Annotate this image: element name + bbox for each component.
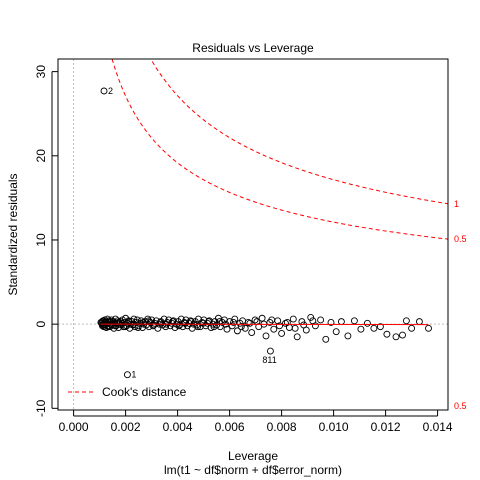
x-tick-label: 0.002	[111, 420, 141, 434]
outlier-point-2	[100, 87, 108, 95]
x-tick-label: 0.000	[59, 420, 89, 434]
y-tick-label: -10	[34, 399, 48, 417]
cooks-label-0.5: 0.5	[454, 234, 467, 244]
axes: 0.000 0.002 0.004 0.006 0.008 0.010 0.012 0.014…	[34, 65, 453, 434]
cooks-distance-curves: 1 0.5 0.5	[111, 59, 467, 411]
y-tick-label: 0	[34, 320, 48, 327]
data-point	[350, 317, 358, 325]
data-point	[293, 333, 301, 341]
data-point	[210, 323, 218, 331]
data-point	[223, 325, 231, 333]
plot-border	[57, 58, 449, 411]
data-point	[402, 317, 410, 325]
x-tick-label: 0.012	[371, 420, 401, 434]
data-point	[309, 317, 317, 325]
x-tick-label: 0.006	[215, 420, 245, 434]
data-point	[253, 318, 261, 326]
data-point	[228, 322, 236, 330]
x-tick-label: 0.010	[319, 420, 349, 434]
data-point	[332, 328, 340, 336]
data-point	[233, 327, 241, 335]
data-point	[283, 319, 291, 326]
x-axis-label: Leverage	[228, 449, 278, 463]
data-point	[270, 325, 278, 333]
data-point	[248, 329, 256, 337]
data-point	[121, 323, 129, 331]
data-point	[357, 325, 365, 333]
data-point	[276, 322, 283, 330]
data-point	[241, 324, 249, 332]
cooks-label-1: 1	[454, 199, 459, 209]
x-tick-label: 0.004	[163, 420, 193, 434]
legend: Cook's distance	[68, 385, 187, 399]
y-axis-label: Standardized residuals	[6, 173, 20, 295]
legend-entry-cooks-distance: Cook's distance	[102, 385, 187, 399]
y-tick-label: 10	[34, 233, 48, 247]
data-point	[251, 316, 259, 324]
cooks-curve-0.5	[111, 59, 448, 240]
data-point	[392, 333, 400, 341]
data-point	[156, 319, 164, 326]
chart-text: Residuals vs Leverage Leverage lm(t1 ~ d…	[6, 41, 342, 477]
data-point	[300, 321, 308, 329]
data-point	[231, 315, 239, 323]
data-point	[408, 324, 416, 332]
plot-frame	[57, 58, 449, 411]
data-point	[307, 313, 315, 321]
outlier-label-1: 1	[131, 370, 136, 380]
data-point	[262, 332, 270, 340]
data-point	[363, 319, 371, 327]
reference-lines	[58, 59, 448, 410]
data-point	[370, 324, 378, 332]
data-point	[344, 332, 352, 340]
outlier-label-2: 2	[108, 86, 113, 96]
chart-title: Residuals vs Leverage	[192, 41, 314, 55]
data-point	[194, 323, 202, 331]
data-point	[102, 319, 110, 326]
data-point	[425, 324, 432, 332]
data-point	[268, 316, 276, 324]
data-point	[175, 322, 183, 330]
data-point	[383, 330, 391, 338]
outlier-point-1	[123, 371, 131, 379]
data-point	[120, 323, 127, 331]
data-point	[181, 319, 189, 327]
data-point	[244, 319, 252, 326]
outlier-point-811	[266, 347, 274, 355]
data-point	[246, 319, 254, 327]
data-point	[289, 315, 297, 323]
data-point	[322, 335, 330, 343]
data-point	[114, 319, 122, 326]
data-point	[399, 331, 406, 339]
model-formula-subtitle: lm(t1 ~ df$norm + df$error_norm)	[164, 463, 342, 477]
data-point	[150, 321, 158, 329]
data-point	[327, 319, 335, 326]
data-point	[317, 316, 325, 324]
y-tick-label: 30	[34, 65, 48, 79]
data-points: 2 1 811	[97, 86, 432, 380]
y-tick-label: 20	[34, 149, 48, 163]
data-point	[230, 319, 237, 326]
x-tick-label: 0.008	[267, 420, 297, 434]
outlier-label-811: 811	[262, 355, 276, 365]
data-point	[376, 323, 384, 331]
cooks-lower-label-0: 0.5	[454, 401, 467, 411]
data-point	[291, 324, 299, 332]
x-tick-label: 0.014	[423, 420, 453, 434]
data-point	[154, 324, 162, 332]
data-point	[237, 323, 245, 331]
data-point	[278, 329, 286, 337]
data-point	[337, 318, 345, 326]
